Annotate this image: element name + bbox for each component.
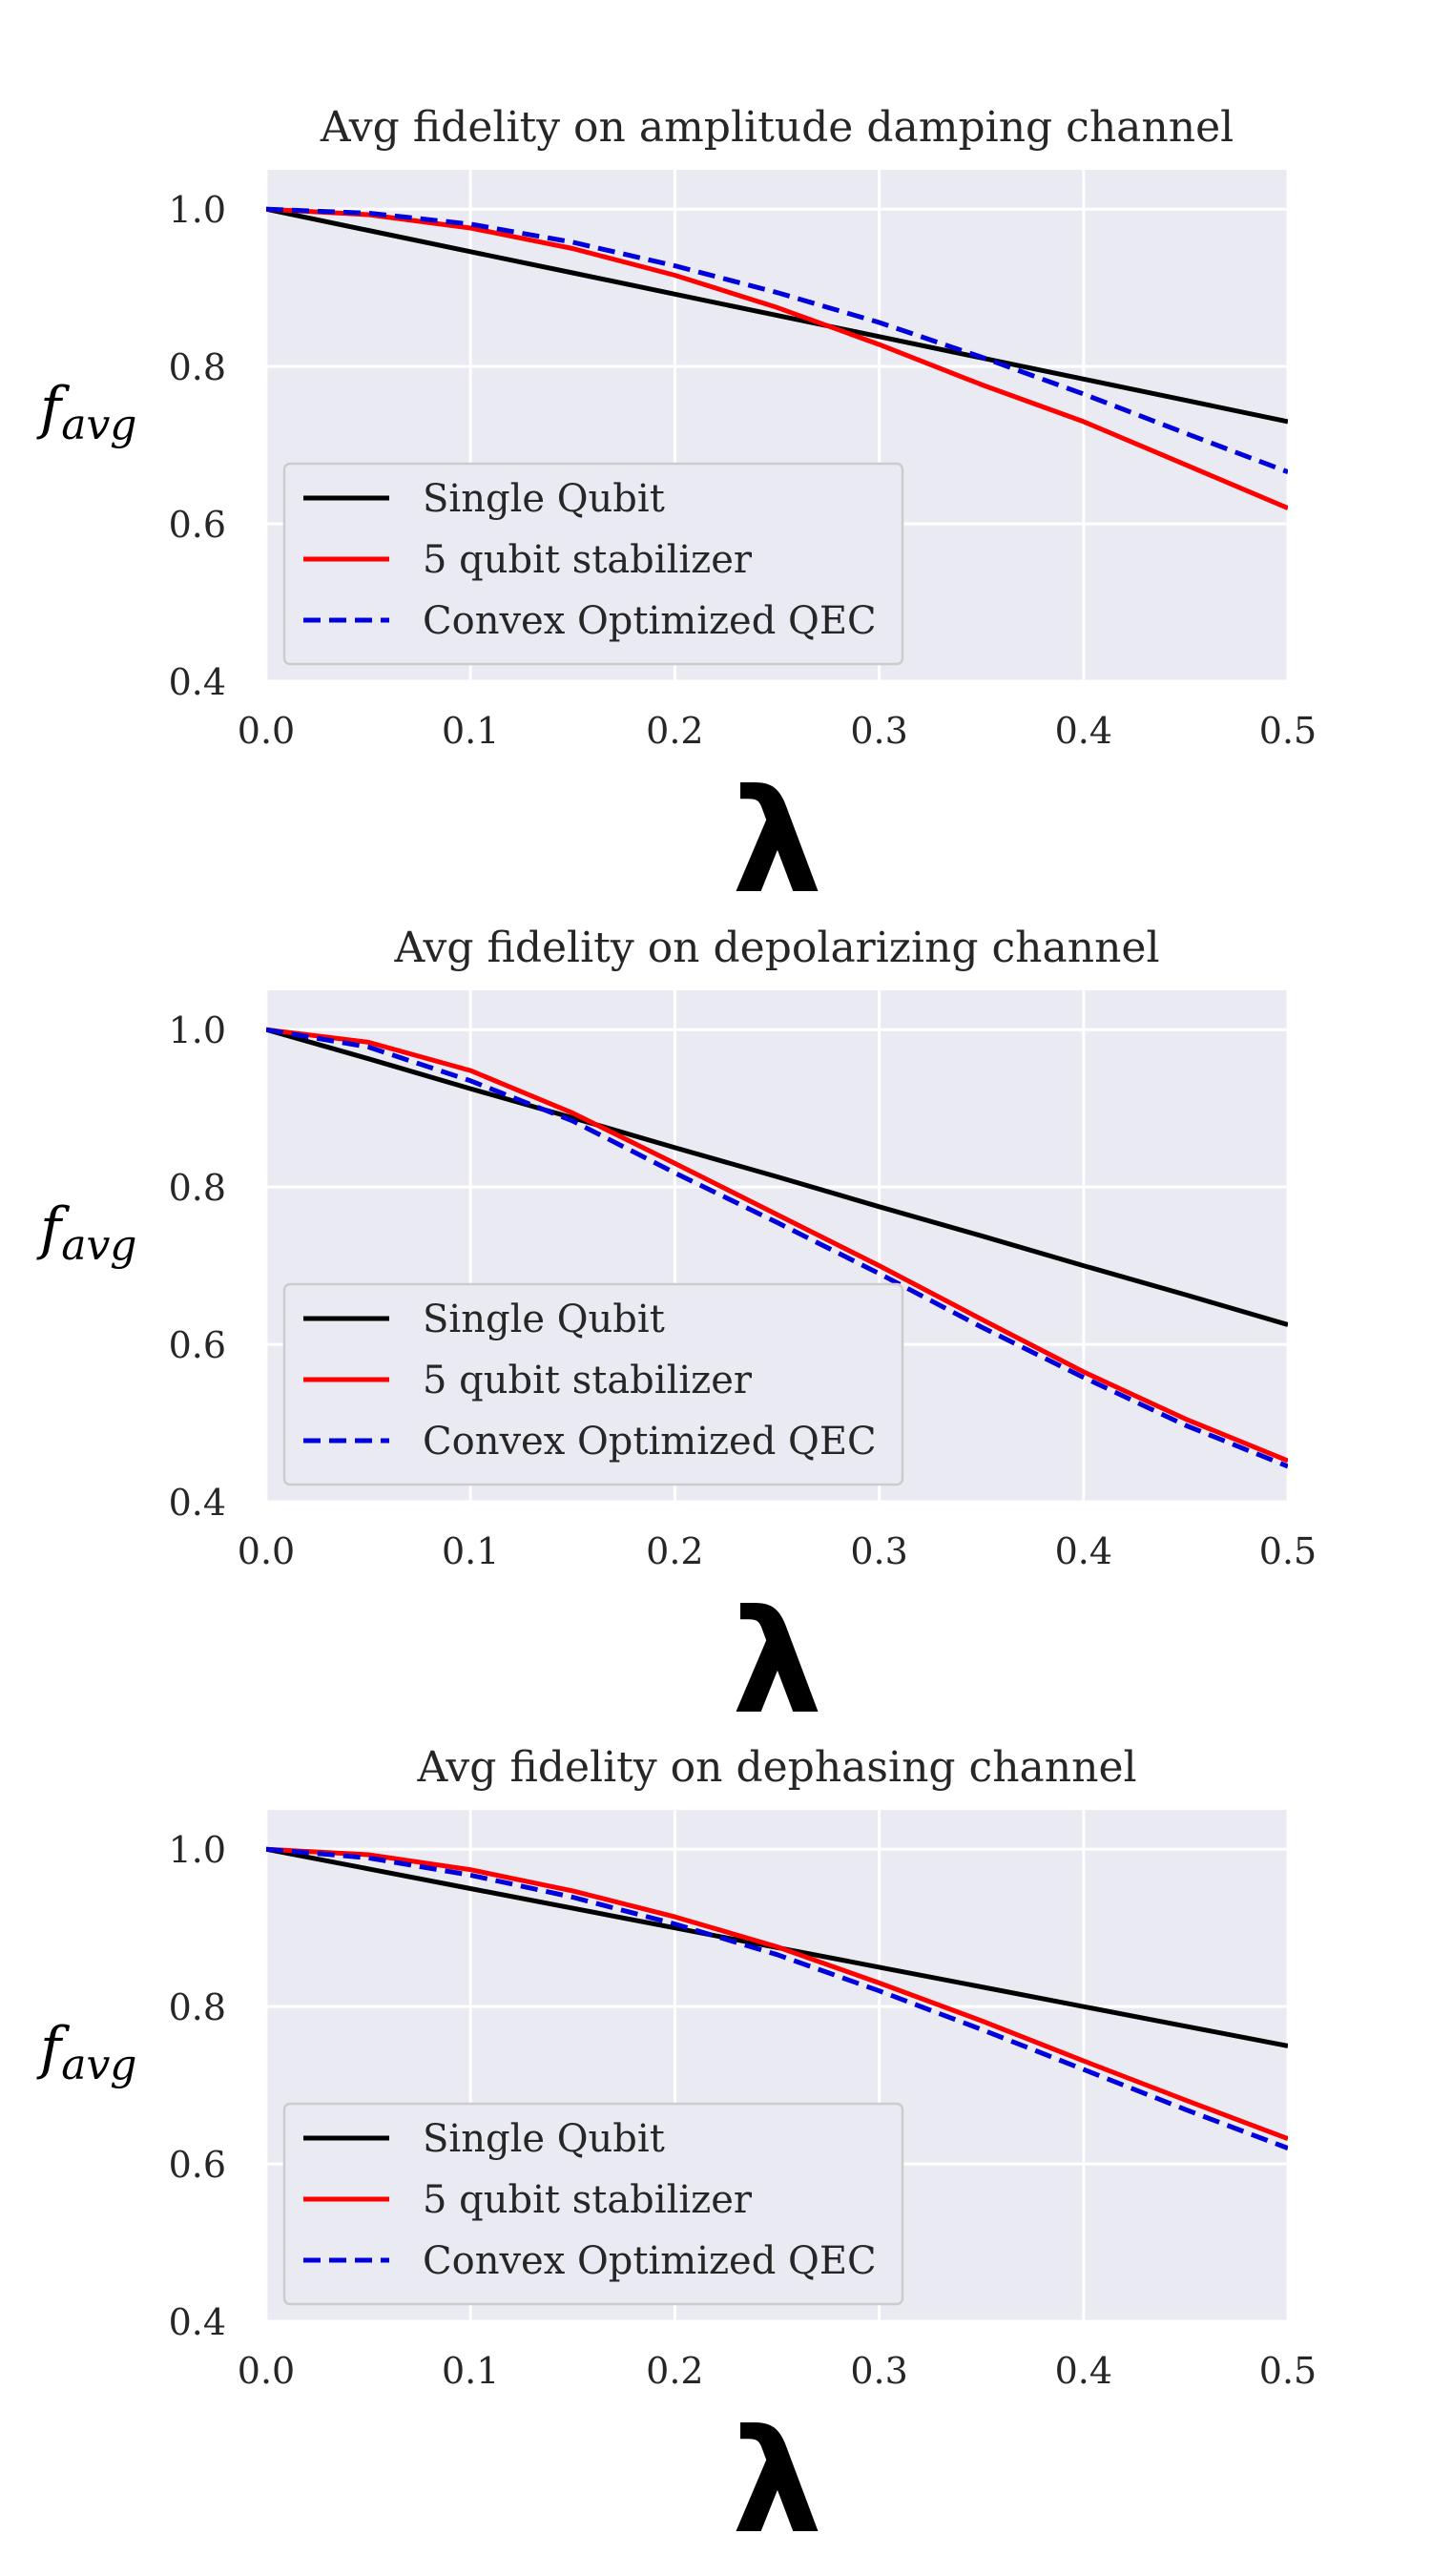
legend-label-3: Convex Optimized QEC (423, 599, 877, 643)
x-tick-label: 0.5 (1259, 2350, 1317, 2392)
chart-panel-1: Avg fidelity on amplitude damping channe… (36, 103, 1317, 925)
chart-title: Avg fidelity on dephasing channel (416, 1743, 1136, 1792)
y-tick-label: 1.0 (169, 189, 226, 231)
legend-label-1: Single Qubit (423, 477, 665, 521)
x-tick-label: 0.2 (646, 710, 703, 752)
legend-box (282, 2102, 904, 2306)
legend-label-2: 5 qubit stabilizer (423, 2178, 753, 2222)
legend: Single Qubit 5 qubit stabilizer Convex Opt… (282, 462, 904, 666)
y-axis-label: favg (36, 375, 136, 449)
series-line-3 (266, 206, 1288, 475)
x-tick-label: 0.2 (646, 2350, 703, 2392)
legend-label-1: Single Qubit (423, 1298, 665, 1341)
x-tick-label: 0.5 (1259, 710, 1317, 752)
y-tick-label: 1.0 (169, 1009, 226, 1051)
x-tick-label: 0.4 (1055, 2350, 1112, 2392)
legend-label-3: Convex Optimized QEC (423, 2239, 877, 2283)
legend-label-1: Single Qubit (423, 2117, 665, 2161)
y-tick-label: 0.6 (169, 504, 226, 546)
series-line-2 (266, 206, 1288, 510)
series-line-1 (266, 1027, 1288, 1327)
x-tick-label: 0.0 (238, 710, 295, 752)
y-tick-label: 0.8 (169, 346, 226, 388)
x-tick-label: 0.0 (238, 1530, 295, 1572)
y-tick-label: 1.0 (169, 1829, 226, 1871)
y-tick-label: 0.8 (169, 1167, 226, 1209)
series-line-3 (266, 1027, 1288, 1469)
y-axis-label-sub: avg (61, 401, 136, 449)
legend-label-3: Convex Optimized QEC (423, 1420, 877, 1464)
x-tick-label: 0.4 (1055, 710, 1112, 752)
x-tick-label: 0.0 (238, 2350, 295, 2392)
x-tick-label: 0.1 (442, 710, 499, 752)
y-axis-label: favg (36, 2015, 136, 2089)
x-tick-label: 0.4 (1055, 1530, 1112, 1572)
series-line-2 (266, 1027, 1288, 1464)
y-axis-label-sub: avg (61, 1221, 136, 1270)
series-line-3 (266, 1846, 1288, 2150)
legend-box (282, 462, 904, 666)
x-tick-label: 0.3 (850, 2350, 907, 2392)
y-tick-label: 0.4 (169, 2301, 226, 2343)
chart-panel-2: Avg fidelity on depolarizing channel 0.0 0… (36, 924, 1317, 1746)
x-axis-label: λ (732, 2399, 822, 2566)
x-tick-label: 0.1 (442, 1530, 499, 1572)
y-tick-label: 0.6 (169, 2144, 226, 2186)
x-tick-label: 0.3 (850, 1530, 907, 1572)
series-line-2 (266, 1846, 1288, 2142)
y-axis-label: favg (36, 1195, 136, 1270)
legend: Single Qubit 5 qubit stabilizer Convex Opt… (282, 2102, 904, 2306)
x-tick-label: 0.5 (1259, 1530, 1317, 1572)
chart-panel-3: Avg fidelity on dephasing channel 0.0 0.1 0… (36, 1743, 1317, 2566)
x-tick-label: 0.1 (442, 2350, 499, 2392)
chart-title: Avg fidelity on depolarizing channel (393, 924, 1159, 972)
x-axis-label: λ (732, 1580, 822, 1746)
y-axis-label-sub: avg (61, 2041, 136, 2089)
legend-label-2: 5 qubit stabilizer (423, 538, 753, 582)
x-tick-label: 0.2 (646, 1530, 703, 1572)
x-tick-label: 0.3 (850, 710, 907, 752)
chart-title: Avg fidelity on amplitude damping channe… (320, 103, 1234, 152)
y-tick-label: 0.4 (169, 1482, 226, 1524)
y-tick-label: 0.6 (169, 1324, 226, 1366)
x-axis-label: λ (732, 759, 822, 925)
legend-label-2: 5 qubit stabilizer (423, 1359, 753, 1402)
legend-box (282, 1282, 904, 1486)
y-tick-label: 0.4 (169, 661, 226, 703)
y-tick-label: 0.8 (169, 1986, 226, 2028)
series-line-1 (266, 206, 1288, 425)
legend: Single Qubit 5 qubit stabilizer Convex Opt… (282, 1282, 904, 1486)
